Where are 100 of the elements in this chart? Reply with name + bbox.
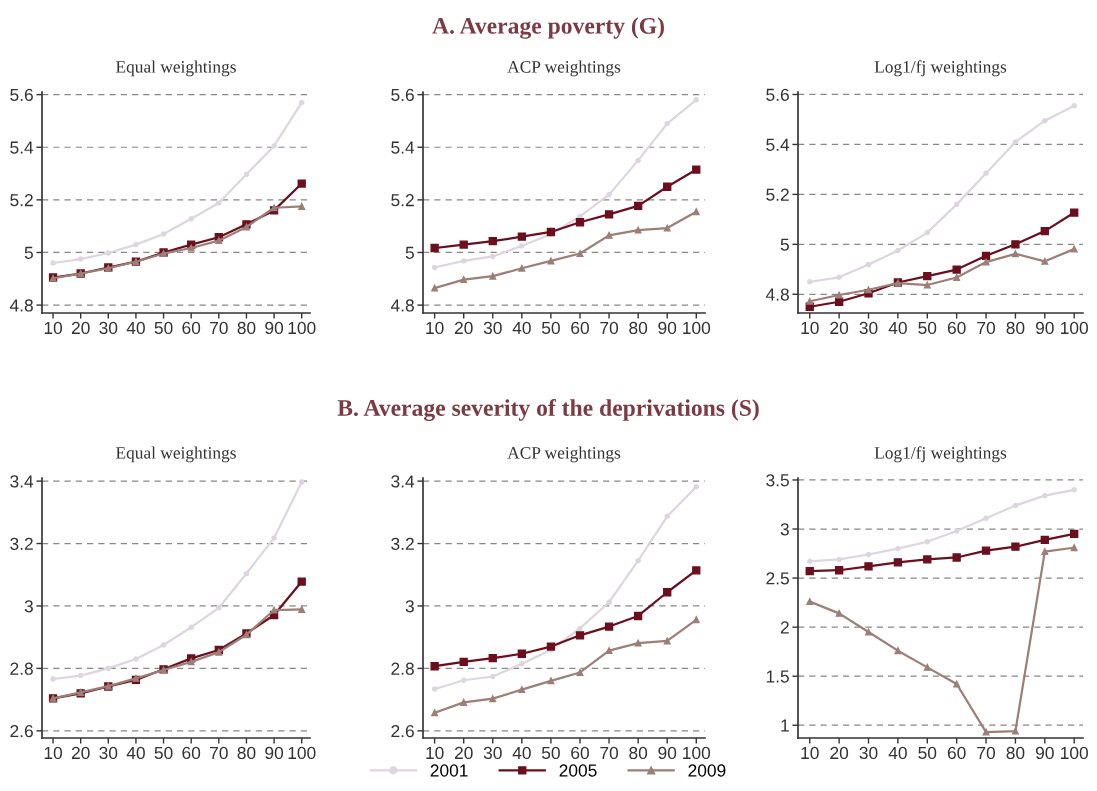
x-tick-label: 70 — [977, 746, 996, 760]
y-tick-label: 2.6 — [10, 724, 33, 738]
y-tick-label: 5.4 — [391, 141, 415, 154]
x-tick-label: 60 — [182, 321, 201, 335]
x-tick-label: 40 — [888, 321, 907, 335]
y-tick-label: 3.4 — [391, 475, 415, 488]
x-tick-label: 10 — [44, 321, 63, 335]
x-tick-label: 50 — [918, 746, 937, 760]
x-tick-label: 90 — [1035, 321, 1054, 335]
y-tick-label: 5 — [780, 238, 789, 251]
y-tick-label: 5 — [24, 246, 33, 259]
x-tick-label: 70 — [210, 746, 228, 760]
x-tick-label: 70 — [600, 321, 619, 335]
x-tick-label: 100 — [288, 746, 316, 760]
x-tick-label: 40 — [512, 321, 531, 335]
y-tick-label: 3.5 — [766, 474, 789, 487]
y-tick-label: 4.8 — [390, 299, 414, 312]
x-tick-label: 10 — [426, 746, 444, 760]
y-tick-label: 3.2 — [391, 537, 414, 551]
x-tick-label: 40 — [512, 746, 531, 760]
x-tick-label: 60 — [571, 746, 589, 760]
x-tick-label: 80 — [237, 321, 256, 335]
y-tick-label: 2.6 — [391, 724, 414, 738]
x-tick-label: 90 — [265, 746, 284, 760]
chart-title: Log1/fj weightings — [874, 446, 1007, 463]
x-tick-label: 100 — [288, 321, 316, 335]
chart-title: Equal weightings — [115, 60, 236, 77]
x-tick-label: 20 — [71, 321, 90, 335]
x-tick-label: 80 — [237, 746, 256, 760]
text: A. Average poverty (G) — [432, 17, 664, 39]
y-tick-label: 5.6 — [766, 88, 789, 101]
x-tick-label: 90 — [265, 321, 284, 335]
y-tick-label: 3.2 — [10, 537, 33, 551]
x-tick-label: 20 — [71, 746, 90, 760]
y-tick-label: 3 — [24, 600, 33, 613]
y-tick-label: 3 — [780, 523, 789, 536]
x-tick-label: 60 — [571, 321, 589, 335]
x-tick-label: 30 — [99, 321, 118, 335]
legend-label: 2005 — [559, 764, 597, 777]
x-tick-label: 40 — [126, 321, 145, 335]
x-tick-label: 10 — [801, 321, 819, 335]
x-tick-label: 100 — [1061, 746, 1088, 760]
x-tick-label: 20 — [454, 321, 473, 335]
y-tick-label: 2 — [780, 621, 789, 634]
x-tick-label: 50 — [541, 321, 560, 335]
x-tick-label: 60 — [947, 321, 966, 335]
x-tick-label: 70 — [600, 746, 619, 760]
x-tick-label: 80 — [629, 321, 648, 335]
chart-title: Log1/fj weightings — [874, 60, 1007, 77]
x-tick-label: 60 — [947, 746, 966, 760]
x-tick-label: 70 — [210, 321, 228, 335]
y-tick-label: 5.2 — [766, 188, 789, 201]
legend-label: 2001 — [430, 764, 468, 777]
x-tick-label: 40 — [888, 746, 907, 760]
x-tick-label: 10 — [426, 321, 444, 335]
x-tick-label: 10 — [44, 746, 63, 760]
y-tick-label: 5.2 — [10, 194, 33, 207]
x-tick-label: 80 — [629, 746, 648, 760]
y-tick-label: 5.2 — [391, 194, 414, 207]
x-tick-label: 20 — [830, 321, 849, 335]
y-tick-label: 5 — [405, 246, 414, 259]
y-tick-label: 1 — [781, 719, 789, 732]
x-tick-label: 10 — [801, 746, 819, 760]
x-tick-label: 30 — [99, 746, 118, 760]
x-tick-label: 50 — [154, 746, 173, 760]
x-tick-label: 100 — [683, 746, 711, 760]
x-tick-label: 80 — [1006, 746, 1025, 760]
x-tick-label: 40 — [126, 746, 145, 760]
y-tick-label: 5.6 — [391, 88, 414, 102]
chart-title: Equal weightings — [115, 446, 236, 463]
text: B. Average severity of the deprivations (S) — [337, 399, 759, 421]
y-tick-label: 3.4 — [10, 475, 34, 488]
x-tick-label: 100 — [683, 321, 711, 335]
x-tick-label: 30 — [483, 746, 502, 760]
x-tick-label: 50 — [918, 321, 937, 335]
x-tick-label: 100 — [1061, 321, 1088, 335]
x-tick-label: 30 — [859, 746, 878, 760]
x-tick-label: 20 — [830, 746, 849, 760]
x-tick-label: 60 — [182, 746, 201, 760]
y-tick-label: 5.4 — [766, 138, 790, 151]
y-tick-label: 5.4 — [10, 141, 34, 154]
y-tick-label: 2.5 — [766, 572, 789, 585]
y-tick-label: 2.8 — [391, 662, 414, 675]
y-tick-label: 4.8 — [9, 299, 33, 312]
y-tick-label: 5.6 — [10, 88, 33, 102]
legend-label: 2009 — [688, 764, 726, 777]
chart-title: ACP weightings — [507, 60, 621, 77]
y-tick-label: 3 — [405, 600, 414, 613]
x-tick-label: 50 — [154, 321, 173, 335]
x-tick-label: 90 — [658, 321, 677, 335]
y-tick-label: 1.5 — [766, 670, 789, 683]
x-tick-label: 50 — [541, 746, 560, 760]
y-tick-label: 2.8 — [10, 662, 33, 675]
x-tick-label: 70 — [977, 321, 996, 335]
chart-title: ACP weightings — [507, 446, 621, 463]
x-tick-label: 80 — [1006, 321, 1025, 335]
x-tick-label: 30 — [483, 321, 502, 335]
x-tick-label: 20 — [454, 746, 473, 760]
y-tick-label: 4.8 — [765, 288, 789, 301]
x-tick-label: 90 — [658, 746, 677, 760]
